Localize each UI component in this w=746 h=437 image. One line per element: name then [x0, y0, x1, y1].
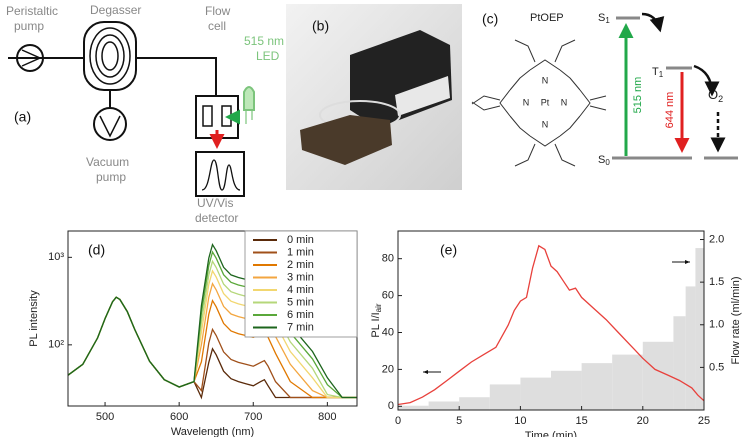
panel-label: (b) — [312, 18, 329, 34]
line — [398, 244, 704, 406]
x-tick-label: 15 — [575, 415, 587, 427]
bar — [581, 363, 613, 410]
label: Vacuum — [86, 155, 129, 169]
y-tick-label: 40 — [382, 326, 394, 338]
level-sub: 2 — [718, 94, 723, 104]
bar — [673, 316, 686, 410]
molecule-name: PtOEP — [530, 12, 564, 24]
level-label: O2 — [708, 87, 723, 104]
level-sub: 0 — [605, 158, 610, 167]
y-tick-label: 10² — [48, 339, 64, 351]
y-tick-label: 60 — [382, 289, 394, 301]
excitation-label: 515 nm — [632, 77, 644, 114]
level-sub: 1 — [659, 70, 664, 79]
y-axis-label: PL I/Iair — [370, 303, 383, 338]
level: T — [652, 66, 659, 78]
level-label: S0 — [598, 154, 610, 167]
schematic — [8, 21, 255, 197]
bar — [520, 377, 551, 410]
y-tick-label: 20 — [382, 363, 394, 375]
atom: N — [542, 119, 549, 129]
atom: N — [561, 97, 568, 107]
isc-arrow — [641, 12, 665, 33]
panel-label: (e) — [440, 242, 457, 258]
label: pump — [14, 19, 44, 33]
y2-tick-label: 0.5 — [709, 361, 724, 373]
y-tick-label: 0 — [388, 400, 394, 412]
legend-label: 3 min — [287, 271, 314, 283]
x-tick-label: 700 — [244, 411, 262, 423]
bar — [428, 401, 460, 410]
label: Degasser — [90, 3, 141, 17]
plot-frame — [397, 230, 705, 411]
emission-label: 644 nm — [664, 92, 676, 129]
x-axis-label: Time (min) — [525, 430, 577, 437]
panel-a: Peristaltic pump Degasser Flow cell 515 … — [6, 3, 284, 225]
y2-axis-label: Flow rate (ml/min) — [730, 276, 742, 364]
label: cell — [208, 19, 226, 33]
y-axis-label-sub: air — [374, 303, 383, 312]
legend-label: 0 min — [287, 234, 314, 246]
bar — [685, 286, 696, 410]
y-axis-label-text: PL I/I — [370, 312, 382, 337]
x-tick-label: 10 — [514, 415, 526, 427]
legend-label: 7 min — [287, 321, 314, 333]
label: Flow — [205, 4, 231, 18]
level: S — [598, 154, 605, 166]
bar — [398, 405, 429, 410]
atom: Pt — [541, 97, 550, 107]
legend-label: 1 min — [287, 246, 314, 258]
bar — [551, 370, 582, 410]
photo-label — [395, 76, 450, 116]
molecule — [471, 39, 607, 167]
panel-c: (c) PtOEP N N N N Pt S1 T1 S0 O2 515 nm … — [471, 11, 738, 167]
bar — [489, 384, 521, 410]
photo-flowcell — [300, 115, 392, 165]
levels — [612, 16, 738, 160]
x-axis-label: Wavelength (nm) — [171, 426, 254, 437]
bar — [695, 248, 704, 410]
x-tick-label: 5 — [456, 415, 462, 427]
level-sub: 1 — [605, 16, 610, 25]
label: LED — [256, 49, 280, 63]
atom: N — [542, 75, 549, 85]
x-tick-label: 25 — [698, 415, 710, 427]
label: pump — [96, 170, 126, 184]
x-tick-label: 600 — [170, 411, 188, 423]
y-axis-label: PL intensity — [28, 290, 40, 347]
legend-box — [244, 230, 358, 338]
label: Peristaltic — [6, 4, 58, 18]
plot-area — [398, 244, 704, 410]
y2-tick-label: 2.0 — [709, 233, 724, 245]
y2-tick-label: 1.0 — [709, 319, 724, 331]
x-tick-label: 20 — [637, 415, 649, 427]
panel-b: (b) — [286, 4, 462, 190]
legend-label: 6 min — [287, 309, 314, 321]
label: 515 nm — [244, 34, 284, 48]
legend-label: 2 min — [287, 259, 314, 271]
legend-label: 4 min — [287, 284, 314, 296]
x-tick-label: 0 — [395, 415, 401, 427]
y-axis-label-text: PL intensity — [28, 290, 40, 347]
y-tick-label: 10³ — [48, 251, 64, 263]
label: UV/Vis — [197, 196, 233, 210]
level-label: S1 — [598, 12, 610, 25]
atom: N — [523, 97, 530, 107]
x-tick-label: 800 — [318, 411, 336, 423]
level: S — [598, 12, 605, 24]
transfer-arrow — [693, 64, 720, 97]
y-tick-label: 80 — [382, 253, 394, 265]
legend-label: 5 min — [287, 296, 314, 308]
x-tick-label: 500 — [96, 411, 114, 423]
bar — [459, 397, 490, 410]
panel-label: (d) — [88, 242, 105, 258]
panel-label: (a) — [14, 109, 31, 125]
bar — [612, 354, 643, 410]
panel-label: (c) — [482, 11, 498, 27]
y2-tick-label: 1.5 — [709, 276, 724, 288]
label: detector — [195, 211, 238, 225]
level-label: T1 — [652, 66, 664, 79]
